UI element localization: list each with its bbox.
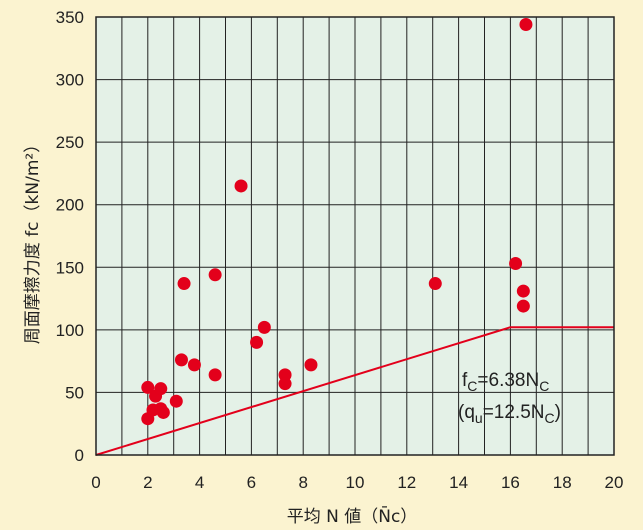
x-tick-label: 12: [397, 473, 416, 492]
y-tick-label: 300: [56, 71, 84, 90]
y-tick-label: 250: [56, 133, 84, 152]
data-point: [278, 377, 292, 391]
data-point: [304, 358, 318, 372]
data-point: [177, 277, 191, 291]
data-point: [174, 353, 188, 367]
y-tick-label: 150: [56, 258, 84, 277]
data-points: [141, 18, 533, 426]
data-point: [141, 380, 155, 394]
data-point: [156, 405, 170, 419]
annotation-formula: fC=6.38NC: [462, 370, 549, 394]
data-point: [509, 257, 523, 271]
y-tick-label: 350: [56, 8, 84, 27]
x-tick-label: 16: [501, 473, 520, 492]
data-point: [169, 394, 183, 408]
x-tick-label: 8: [298, 473, 307, 492]
data-point: [516, 284, 530, 298]
x-axis-title: 平均 N 値（N̄c）: [287, 505, 418, 527]
data-point: [428, 277, 442, 291]
x-tick-label: 20: [605, 473, 624, 492]
data-point: [257, 320, 271, 334]
plot-frame: [95, 16, 615, 456]
y-tick-label: 200: [56, 196, 84, 215]
x-tick-label: 4: [195, 473, 204, 492]
y-tick-label: 0: [75, 446, 84, 465]
x-tick-label: 10: [346, 473, 365, 492]
data-point: [208, 268, 222, 282]
data-point: [250, 335, 264, 349]
data-point: [154, 382, 168, 396]
data-point: [208, 368, 222, 382]
x-tick-label: 18: [553, 473, 572, 492]
y-axis-title: 周面摩擦力度 fc（kN/m²）: [23, 136, 43, 344]
data-point: [234, 179, 248, 193]
data-point: [187, 358, 201, 372]
data-point: [516, 299, 530, 313]
x-tick-label: 6: [247, 473, 256, 492]
y-tick-label: 50: [65, 383, 84, 402]
data-point: [519, 18, 533, 32]
x-tick-label: 2: [143, 473, 152, 492]
annotation-qu: (qu=12.5NC): [458, 402, 561, 426]
x-tick-label: 0: [91, 473, 100, 492]
formula-line: [95, 326, 614, 456]
x-tick-label: 14: [449, 473, 468, 492]
y-tick-label: 100: [56, 321, 84, 340]
